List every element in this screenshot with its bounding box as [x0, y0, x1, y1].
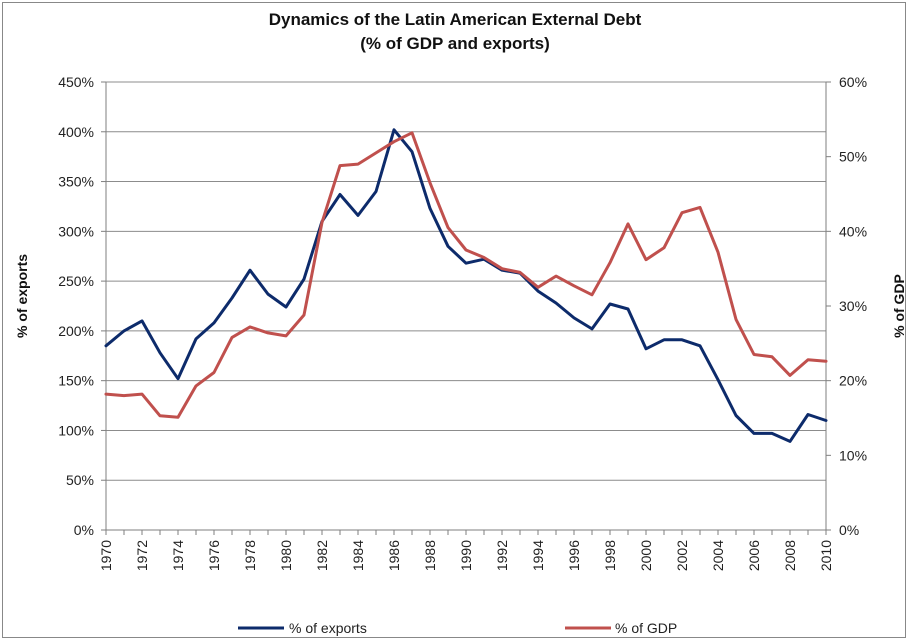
y-tick-label-right: 50% — [839, 149, 867, 165]
y-tick-label-left: 100% — [58, 422, 94, 438]
x-tick-label: 1998 — [602, 540, 618, 571]
y-tick-label-left: 200% — [58, 323, 94, 339]
series-lines — [104, 128, 828, 443]
x-tick-label: 1978 — [242, 540, 258, 571]
y-tick-label-left: 400% — [58, 124, 94, 140]
chart-subtitle: (% of GDP and exports) — [360, 34, 550, 53]
x-tick-label: 1992 — [494, 540, 510, 571]
chart-title-line1: Dynamics of the Latin American External … — [268, 10, 642, 29]
series-line-gdp — [104, 131, 828, 419]
x-tick-label: 1970 — [98, 540, 114, 571]
y-tick-label-left: 250% — [58, 273, 94, 289]
y-tick-label-right: 30% — [839, 298, 867, 314]
x-tick-label: 1974 — [170, 540, 186, 571]
left-axis-ticks: 0% 50% 100% 150% 200% 250% 300% 350% 400% 450% — [58, 74, 106, 538]
series-line-exports — [104, 128, 828, 443]
y-tick-label-left: 300% — [58, 223, 94, 239]
legend: % of exports % of GDP — [238, 620, 677, 636]
x-tick-label: 1990 — [458, 540, 474, 571]
x-tick-label: 1982 — [314, 540, 330, 571]
y-tick-label-left: 150% — [58, 373, 94, 389]
x-axis-ticks: 1970 1972 1974 1976 1978 1980 1982 1984 1986 1988… — [98, 530, 834, 571]
x-tick-label: 1996 — [566, 540, 582, 571]
right-axis-ticks: 0% 10% 20% 30% 40% 50% 60% — [826, 74, 867, 538]
x-tick-label: 1994 — [530, 540, 546, 571]
y-tick-label-left: 0% — [74, 522, 94, 538]
x-tick-label: 1972 — [134, 540, 150, 571]
axes — [105, 82, 827, 531]
y-tick-label-left: 50% — [66, 472, 94, 488]
x-tick-label: 2008 — [782, 540, 798, 571]
gridlines — [106, 81, 826, 481]
y-tick-label-right: 60% — [839, 74, 867, 90]
x-tick-label: 1988 — [422, 540, 438, 571]
x-tick-label: 2000 — [638, 540, 654, 571]
legend-label-gdp: % of GDP — [615, 620, 677, 636]
chart-title: Dynamics of the Latin American External … — [0, 8, 910, 56]
y-tick-label-left: 350% — [58, 174, 94, 190]
x-tick-label: 1986 — [386, 540, 402, 571]
y-axis-title-left: % of exports — [14, 254, 30, 338]
legend-label-exports: % of exports — [289, 620, 367, 636]
x-tick-label: 2004 — [710, 540, 726, 571]
x-tick-label: 2006 — [746, 540, 762, 571]
x-tick-label: 1980 — [278, 540, 294, 571]
y-axis-title-right: % of GDP — [891, 274, 907, 338]
x-tick-label: 2010 — [818, 540, 834, 571]
y-tick-label-left: 450% — [58, 74, 94, 90]
y-tick-label-right: 40% — [839, 223, 867, 239]
y-tick-label-right: 10% — [839, 447, 867, 463]
x-tick-label: 1976 — [206, 540, 222, 571]
x-tick-label: 2002 — [674, 540, 690, 571]
x-tick-label: 1984 — [350, 540, 366, 571]
y-tick-label-right: 20% — [839, 373, 867, 389]
y-tick-label-right: 0% — [839, 522, 859, 538]
